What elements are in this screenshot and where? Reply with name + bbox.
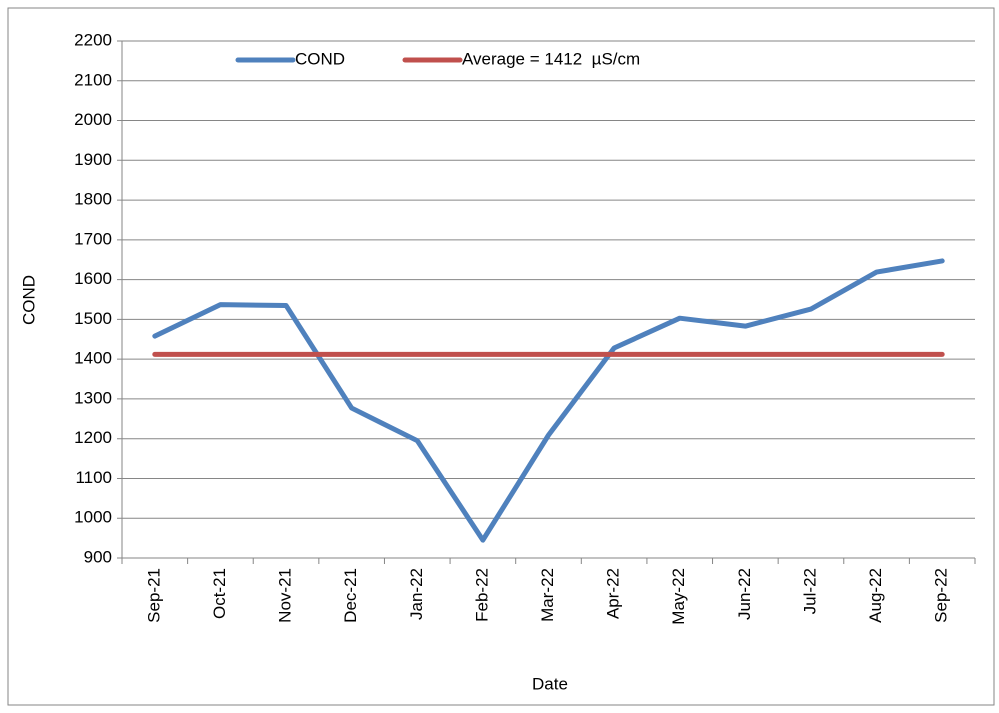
y-tick-label: 1800 (74, 190, 112, 209)
x-tick-label: May-22 (669, 568, 688, 625)
y-axis-title: COND (19, 275, 38, 325)
legend-label: Average = 1412 µS/cm (462, 49, 640, 68)
x-tick-label: Oct-21 (210, 568, 229, 619)
x-tick-label: Feb-22 (472, 568, 491, 622)
y-tick-label: 1600 (74, 269, 112, 288)
x-tick-label: Jul-22 (800, 568, 819, 614)
x-tick-label: Sep-22 (932, 568, 951, 623)
y-tick-label: 900 (84, 547, 112, 566)
y-tick-label: 1900 (74, 150, 112, 169)
series-line (152, 258, 945, 543)
y-tick-label: 1300 (74, 388, 112, 407)
y-tick-label: 1700 (74, 229, 112, 248)
y-tick-label: 2100 (74, 70, 112, 89)
x-tick-label: Jan-22 (407, 568, 426, 620)
x-tick-label: Jun-22 (735, 568, 754, 620)
x-tick-label: Sep-21 (144, 568, 163, 623)
y-tick-label: 1100 (75, 468, 112, 487)
y-tick-label: 1400 (74, 349, 112, 368)
x-tick-label: Aug-22 (866, 568, 885, 623)
y-tick-label: 1200 (74, 428, 112, 447)
y-tick-label: 2200 (74, 30, 112, 49)
x-tick-label: Apr-22 (604, 568, 623, 619)
y-tick-label: 1500 (74, 309, 112, 328)
x-tick-label: Dec-21 (341, 568, 360, 623)
y-tick-label: 1000 (74, 508, 112, 527)
x-tick-label: Nov-21 (276, 568, 295, 623)
x-tick-label: Mar-22 (538, 568, 557, 622)
x-axis-title: Date (532, 674, 568, 693)
legend-label: COND (295, 49, 345, 68)
y-tick-label: 2000 (74, 110, 112, 129)
